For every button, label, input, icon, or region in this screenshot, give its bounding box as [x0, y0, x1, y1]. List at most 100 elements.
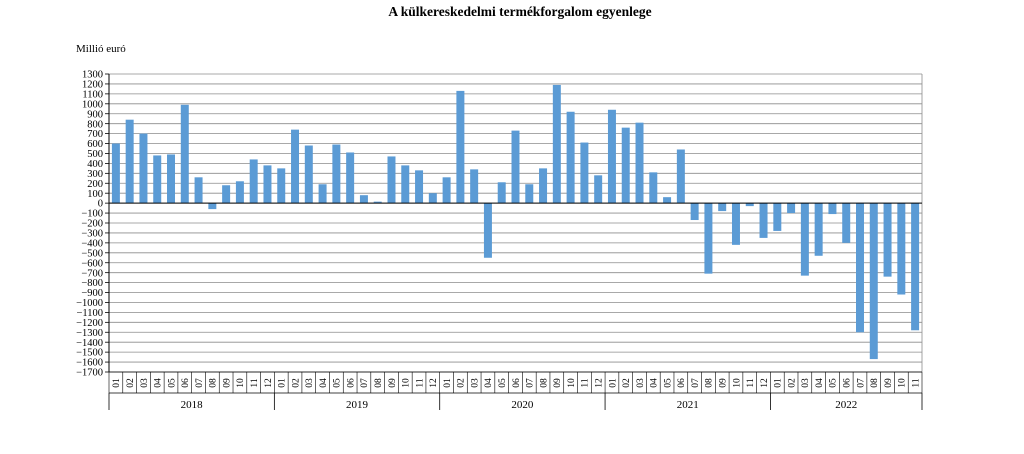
bar [525, 184, 534, 204]
x-tick-label: 04 [484, 378, 494, 388]
x-tick-label: 04 [815, 378, 825, 388]
y-axis-unit-label: Millió euró [76, 43, 126, 55]
y-tick-label: 900 [87, 109, 103, 120]
y-tick-label: −1600 [76, 358, 103, 369]
x-tick-label: 10 [236, 378, 246, 388]
bar [663, 197, 672, 204]
x-tick-label: 12 [429, 378, 439, 388]
bar [304, 145, 313, 204]
x-tick-label: 05 [498, 378, 508, 388]
bar [511, 130, 520, 204]
x-tick-label: 05 [829, 378, 839, 388]
bar [759, 203, 768, 238]
bar [387, 156, 396, 204]
x-tick-label: 09 [553, 378, 563, 388]
bar [153, 155, 162, 204]
x-tick-label: 05 [167, 378, 177, 388]
bar [594, 175, 603, 204]
x-tick-label: 01 [112, 378, 122, 388]
bar [897, 203, 906, 295]
x-tick-label: 06 [843, 378, 853, 388]
bar [249, 159, 258, 204]
bar [621, 127, 630, 204]
bar [842, 203, 851, 243]
bar [635, 122, 644, 204]
x-tick-label: 10 [567, 378, 577, 388]
x-tick-label: 05 [333, 378, 343, 388]
bar [566, 111, 575, 204]
bar [607, 109, 616, 204]
bar [263, 165, 272, 204]
bar [539, 168, 548, 204]
bar [745, 203, 754, 207]
bar [911, 203, 920, 331]
x-tick-label: 06 [677, 378, 687, 388]
x-tick-label: 09 [222, 378, 232, 388]
bar [401, 165, 410, 204]
bar [222, 185, 231, 204]
bar [359, 195, 368, 204]
bar [208, 203, 217, 210]
bar [773, 203, 782, 231]
bars [111, 84, 920, 360]
x-tick-label: 11 [911, 378, 921, 387]
year-label: 2021 [677, 399, 699, 411]
bar [373, 201, 382, 204]
y-tick-label: −1400 [76, 338, 103, 349]
bar [277, 168, 286, 204]
y-tick-label: −500 [81, 248, 103, 259]
x-tick-label: 03 [470, 378, 480, 388]
y-tick-label: −100 [81, 209, 103, 220]
x-tick-label: 01 [278, 378, 288, 388]
bar [428, 193, 437, 204]
y-tick-label: −400 [81, 238, 103, 249]
x-tick-label: 09 [388, 378, 398, 388]
bar [291, 129, 300, 204]
x-tick-label: 01 [443, 378, 453, 388]
year-label: 2022 [835, 399, 857, 411]
x-tick-label: 12 [264, 378, 274, 388]
y-tick-label: 1200 [82, 80, 103, 91]
y-tick-labels: −1700−1600−1500−1400−1300−1200−1100−1000… [76, 70, 103, 379]
bar [704, 203, 713, 274]
gridlines [105, 73, 922, 373]
bar [676, 149, 685, 204]
y-tick-label: −1300 [76, 328, 103, 339]
x-tick-label: 07 [195, 378, 205, 388]
bar [125, 119, 134, 204]
x-tick-label: 07 [856, 378, 866, 388]
y-tick-label: −700 [81, 268, 103, 279]
x-tick-label: 08 [209, 378, 219, 388]
axes [108, 74, 923, 410]
x-tick-label: 07 [526, 378, 536, 388]
x-tick-label: 08 [374, 378, 384, 388]
bar [456, 90, 465, 204]
y-tick-label: 600 [87, 139, 103, 150]
y-tick-label: 200 [87, 179, 103, 190]
x-tick-label: 11 [581, 378, 591, 387]
year-label: 2019 [346, 399, 369, 411]
x-tick-label: 10 [732, 378, 742, 388]
x-tick-label: 08 [539, 378, 549, 388]
bar [483, 203, 492, 258]
x-tick-label: 03 [305, 378, 315, 388]
bar [318, 184, 327, 204]
bar [828, 203, 837, 215]
bar [649, 172, 658, 204]
y-tick-label: −800 [81, 278, 103, 289]
x-tick-label: 06 [181, 378, 191, 388]
y-tick-label: −1200 [76, 318, 103, 329]
x-tick-label: 02 [291, 378, 301, 388]
y-tick-label: 100 [87, 189, 103, 200]
x-tick-label: 08 [870, 378, 880, 388]
bar [787, 203, 796, 214]
y-tick-label: −200 [81, 219, 103, 230]
x-tick-label: 04 [650, 378, 660, 388]
y-tick-label: 1000 [82, 99, 103, 110]
x-tick-label: 01 [608, 378, 618, 388]
x-tick-label: 04 [319, 378, 329, 388]
x-tick-label: 02 [457, 378, 467, 388]
bar [869, 203, 878, 360]
x-tick-label: 11 [415, 378, 425, 387]
x-tick-label: 02 [126, 378, 136, 388]
